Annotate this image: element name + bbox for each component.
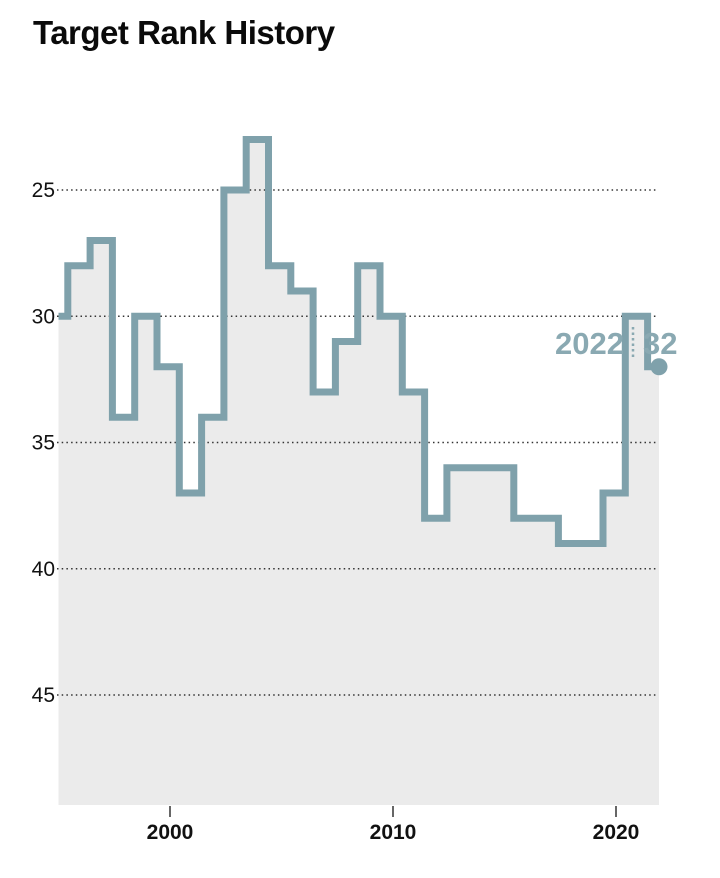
y-tick-label-40: 40 [32,558,55,581]
y-tick-label-45: 45 [32,684,55,707]
end-point-dot [650,358,668,376]
page-title: Target Rank History [33,14,335,51]
y-tick-label-30: 30 [32,305,55,328]
x-tick-label-2020: 2020 [593,821,640,844]
x-tick-label-2010: 2010 [370,821,417,844]
rank-line [58,136,659,547]
y-tick-label-25: 25 [32,179,55,202]
y-tick-label-35: 35 [32,432,55,455]
area-fill [58,139,659,805]
annotation-year-label: 2022 [555,326,624,361]
x-tick-label-2000: 2000 [147,821,194,844]
annotation-rank-label: 32 [643,326,677,361]
